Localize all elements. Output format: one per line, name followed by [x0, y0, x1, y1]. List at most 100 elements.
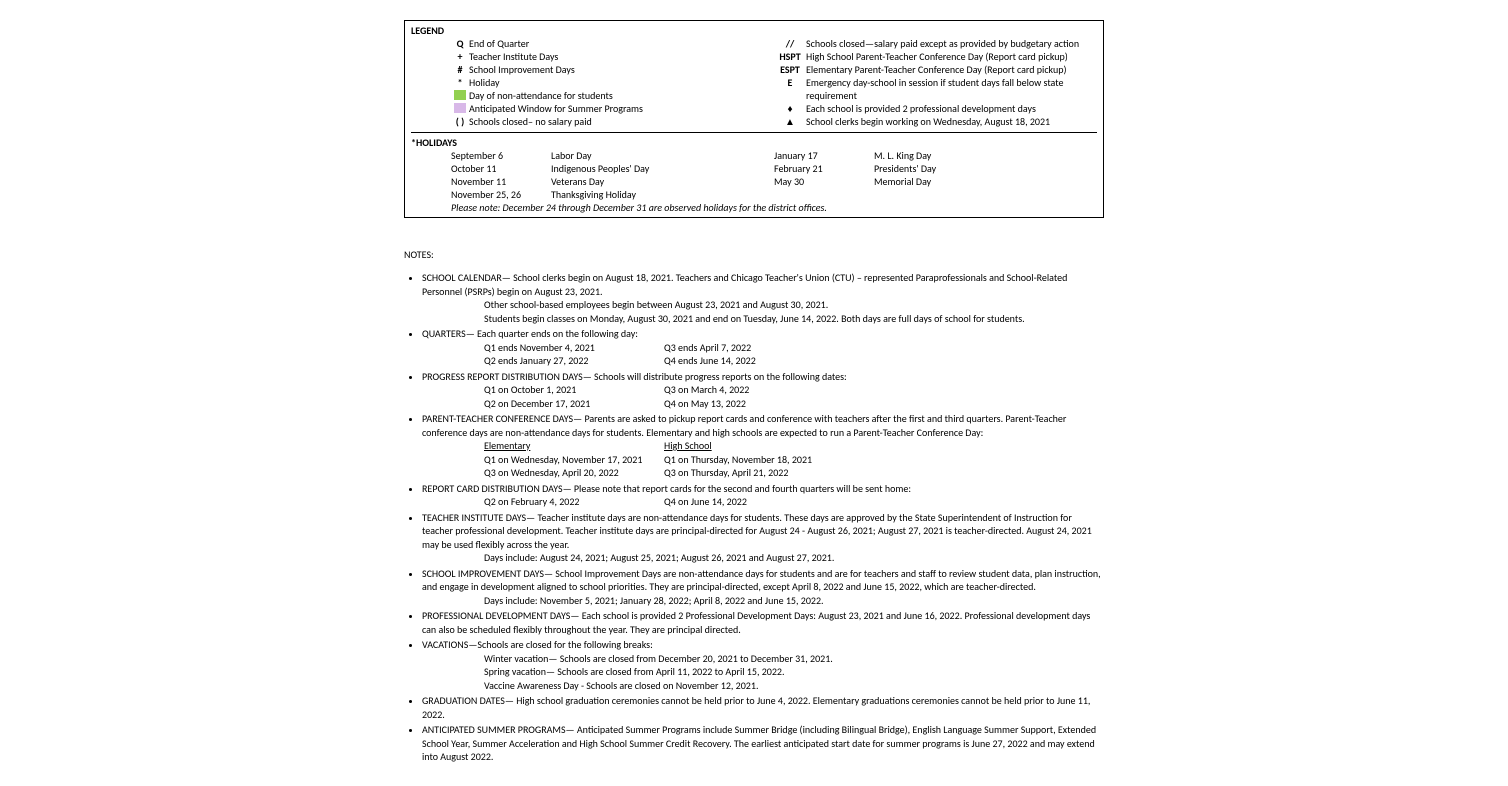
- legend-label: Holiday: [469, 76, 774, 89]
- legend-row: QEnd of Quarter: [451, 37, 774, 50]
- legend-row: +Teacher Institute Days: [451, 50, 774, 63]
- col-header: High School: [664, 439, 1104, 453]
- note-progress: PROGRESS REPORT DISTRIBUTION DAYS— Schoo…: [422, 370, 1104, 411]
- indent-line: Vaccine Awareness Day - Schools are clos…: [422, 679, 1104, 693]
- legend-row: Anticipated Window for Summer Programs: [451, 102, 774, 115]
- holiday-row: January 17M. L. King Day: [774, 149, 1097, 162]
- legend-label: End of Quarter: [469, 37, 774, 50]
- legend-label: Schools closed– no salary paid: [469, 115, 774, 128]
- note-lead: QUARTERS—: [422, 327, 477, 340]
- note-ptc: PARENT-TEACHER CONFERENCE DAYS— Parents …: [422, 412, 1104, 480]
- legend-row: ESPTElementary Parent-Teacher Conference…: [774, 63, 1097, 76]
- note-quarters: QUARTERS— Each quarter ends on the follo…: [422, 327, 1104, 368]
- cell: Q2 ends January 27, 2022: [484, 354, 664, 368]
- legend-label: Each school is provided 2 professional d…: [806, 102, 1097, 115]
- cell: Q1 ends November 4, 2021: [484, 341, 664, 355]
- legend-symbol: #: [451, 63, 469, 76]
- holiday-date: October 11: [451, 162, 551, 175]
- notes-title: NOTES:: [404, 248, 1104, 261]
- indent-line: Spring vacation— Schools are closed from…: [422, 665, 1104, 679]
- legend-left-col: QEnd of Quarter+Teacher Institute Days# S…: [451, 37, 774, 128]
- note-lead: PARENT-TEACHER CONFERENCE DAYS—: [422, 412, 584, 425]
- note-body: Schools are closed for the following bre…: [477, 638, 652, 651]
- legend-title: LEGEND: [411, 24, 1097, 37]
- legend-row: EEmergency day-school in session if stud…: [774, 76, 1097, 102]
- holidays-title: *HOLIDAYS: [411, 132, 1097, 149]
- legend-label: Emergency day-school in session if stude…: [806, 76, 1097, 102]
- holiday-date: May 30: [774, 175, 874, 188]
- cell: Q3 on Wednesday, April 20, 2022: [484, 466, 664, 480]
- legend-symbol: ♦: [774, 102, 806, 115]
- legend-right-col: //Schools closed—salary paid except as p…: [774, 37, 1097, 128]
- legend-symbol: ( ): [451, 115, 469, 128]
- legend-row: ( )Schools closed– no salary paid: [451, 115, 774, 128]
- cell: Q2 on February 4, 2022: [484, 495, 664, 509]
- holiday-date: February 21: [774, 162, 874, 175]
- holiday-name: Memorial Day: [874, 175, 931, 188]
- legend-symbol: +: [451, 50, 469, 63]
- note-sid: SCHOOL IMPROVEMENT DAYS— School Improvem…: [422, 567, 1104, 608]
- holiday-name: Veterans Day: [551, 175, 604, 188]
- holidays-note: Please note: December 24 through Decembe…: [411, 201, 1097, 214]
- legend-color-box: [454, 90, 466, 100]
- holiday-name: Indigenous Peoples' Day: [551, 162, 649, 175]
- cell: Q1 on Wednesday, November 17, 2021: [484, 453, 664, 467]
- cell: Q2 on December 17, 2021: [484, 397, 664, 411]
- cell: Q4 on June 14, 2022: [664, 495, 1104, 509]
- note-school-calendar: SCHOOL CALENDAR— School clerks begin on …: [422, 271, 1104, 325]
- cell: Q3 on March 4, 2022: [664, 383, 1104, 397]
- holiday-row: November 25, 26Thanksgiving Holiday: [451, 188, 774, 201]
- legend-row: ▲School clerks begin working on Wednesda…: [774, 115, 1097, 128]
- holiday-name: Presidents' Day: [874, 162, 936, 175]
- legend-symbol: ESPT: [774, 63, 806, 76]
- note-lead: GRADUATION DATES—: [422, 694, 516, 707]
- note-tid: TEACHER INSTITUTE DAYS— Teacher institut…: [422, 511, 1104, 565]
- legend-row: Day of non-attendance for students: [451, 89, 774, 102]
- legend-label: School clerks begin working on Wednesday…: [806, 115, 1097, 128]
- holiday-row: September 6Labor Day: [451, 149, 774, 162]
- legend-row: ♦Each school is provided 2 professional …: [774, 102, 1097, 115]
- legend-symbol: *: [451, 76, 469, 89]
- note-lead: VACATIONS—: [422, 638, 477, 651]
- cell: Q3 ends April 7, 2022: [664, 341, 1104, 355]
- indent-line: Students begin classes on Monday, August…: [422, 312, 1104, 326]
- holiday-name: M. L. King Day: [874, 149, 931, 162]
- legend-box: LEGEND QEnd of Quarter+Teacher Institute…: [404, 20, 1104, 218]
- notes-list: SCHOOL CALENDAR— School clerks begin on …: [404, 271, 1104, 764]
- holiday-row: October 11Indigenous Peoples' Day: [451, 162, 774, 175]
- note-report: REPORT CARD DISTRIBUTION DAYS— Please no…: [422, 482, 1104, 509]
- holiday-date: January 17: [774, 149, 874, 162]
- legend-row: HSPTHigh School Parent-Teacher Conferenc…: [774, 50, 1097, 63]
- note-lead: REPORT CARD DISTRIBUTION DAYS—: [422, 482, 574, 495]
- note-lead: ANTICIPATED SUMMER PROGRAMS—: [422, 723, 577, 736]
- note-vac: VACATIONS—Schools are closed for the fol…: [422, 638, 1104, 692]
- holiday-name: Labor Day: [551, 149, 592, 162]
- indent-line: Winter vacation— Schools are closed from…: [422, 652, 1104, 666]
- note-body: Please note that report cards for the se…: [574, 482, 911, 495]
- cell: Q1 on October 1, 2021: [484, 383, 664, 397]
- holiday-name: Thanksgiving Holiday: [551, 188, 636, 201]
- note-lead: TEACHER INSTITUTE DAYS—: [422, 511, 537, 524]
- legend-label: Anticipated Window for Summer Programs: [469, 102, 774, 115]
- note-body: School clerks begin on August 18, 2021. …: [422, 271, 1067, 298]
- holiday-date: September 6: [451, 149, 551, 162]
- legend-row: *Holiday: [451, 76, 774, 89]
- note-pdd: PROFESSIONAL DEVELOPMENT DAYS— Each scho…: [422, 609, 1104, 636]
- holidays-grid: September 6Labor DayOctober 11Indigenous…: [411, 149, 1097, 201]
- legend-label: Elementary Parent-Teacher Conference Day…: [806, 63, 1097, 76]
- indent-line: Days include: November 5, 2021; January …: [422, 594, 1104, 608]
- legend-symbol: //: [774, 37, 806, 50]
- holiday-row: May 30Memorial Day: [774, 175, 1097, 188]
- legend-symbol: [451, 102, 469, 115]
- cell: Q1 on Thursday, November 18, 2021: [664, 453, 1104, 467]
- holiday-row: February 21Presidents' Day: [774, 162, 1097, 175]
- legend-label: Teacher Institute Days: [469, 50, 774, 63]
- cell: Q3 on Thursday, April 21, 2022: [664, 466, 1104, 480]
- note-lead: PROFESSIONAL DEVELOPMENT DAYS—: [422, 609, 582, 622]
- note-lead: SCHOOL IMPROVEMENT DAYS—: [422, 567, 555, 580]
- note-lead: PROGRESS REPORT DISTRIBUTION DAYS—: [422, 370, 594, 383]
- legend-label: High School Parent-Teacher Conference Da…: [806, 50, 1097, 63]
- note-lead: SCHOOL CALENDAR—: [422, 271, 513, 284]
- legend-label: Schools closed—salary paid except as pro…: [806, 37, 1097, 50]
- note-grad: GRADUATION DATES— High school graduation…: [422, 694, 1104, 721]
